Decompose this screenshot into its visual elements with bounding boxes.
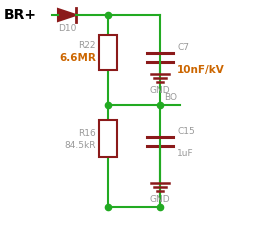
- Text: C15: C15: [177, 126, 195, 135]
- Text: R22: R22: [78, 41, 96, 50]
- Text: BR+: BR+: [4, 8, 37, 22]
- Text: D10: D10: [58, 24, 76, 33]
- Text: GND: GND: [150, 86, 170, 94]
- Text: R16: R16: [78, 129, 96, 138]
- Text: C7: C7: [177, 43, 189, 52]
- Text: 84.5kR: 84.5kR: [64, 141, 96, 150]
- Bar: [99, 36, 117, 71]
- Text: 1uF: 1uF: [177, 148, 194, 157]
- Text: GND: GND: [150, 194, 170, 203]
- Text: BO: BO: [164, 93, 177, 101]
- Text: 10nF/kV: 10nF/kV: [177, 65, 225, 75]
- Bar: [99, 120, 117, 157]
- Text: 6.6MR: 6.6MR: [59, 53, 96, 63]
- Polygon shape: [58, 10, 76, 22]
